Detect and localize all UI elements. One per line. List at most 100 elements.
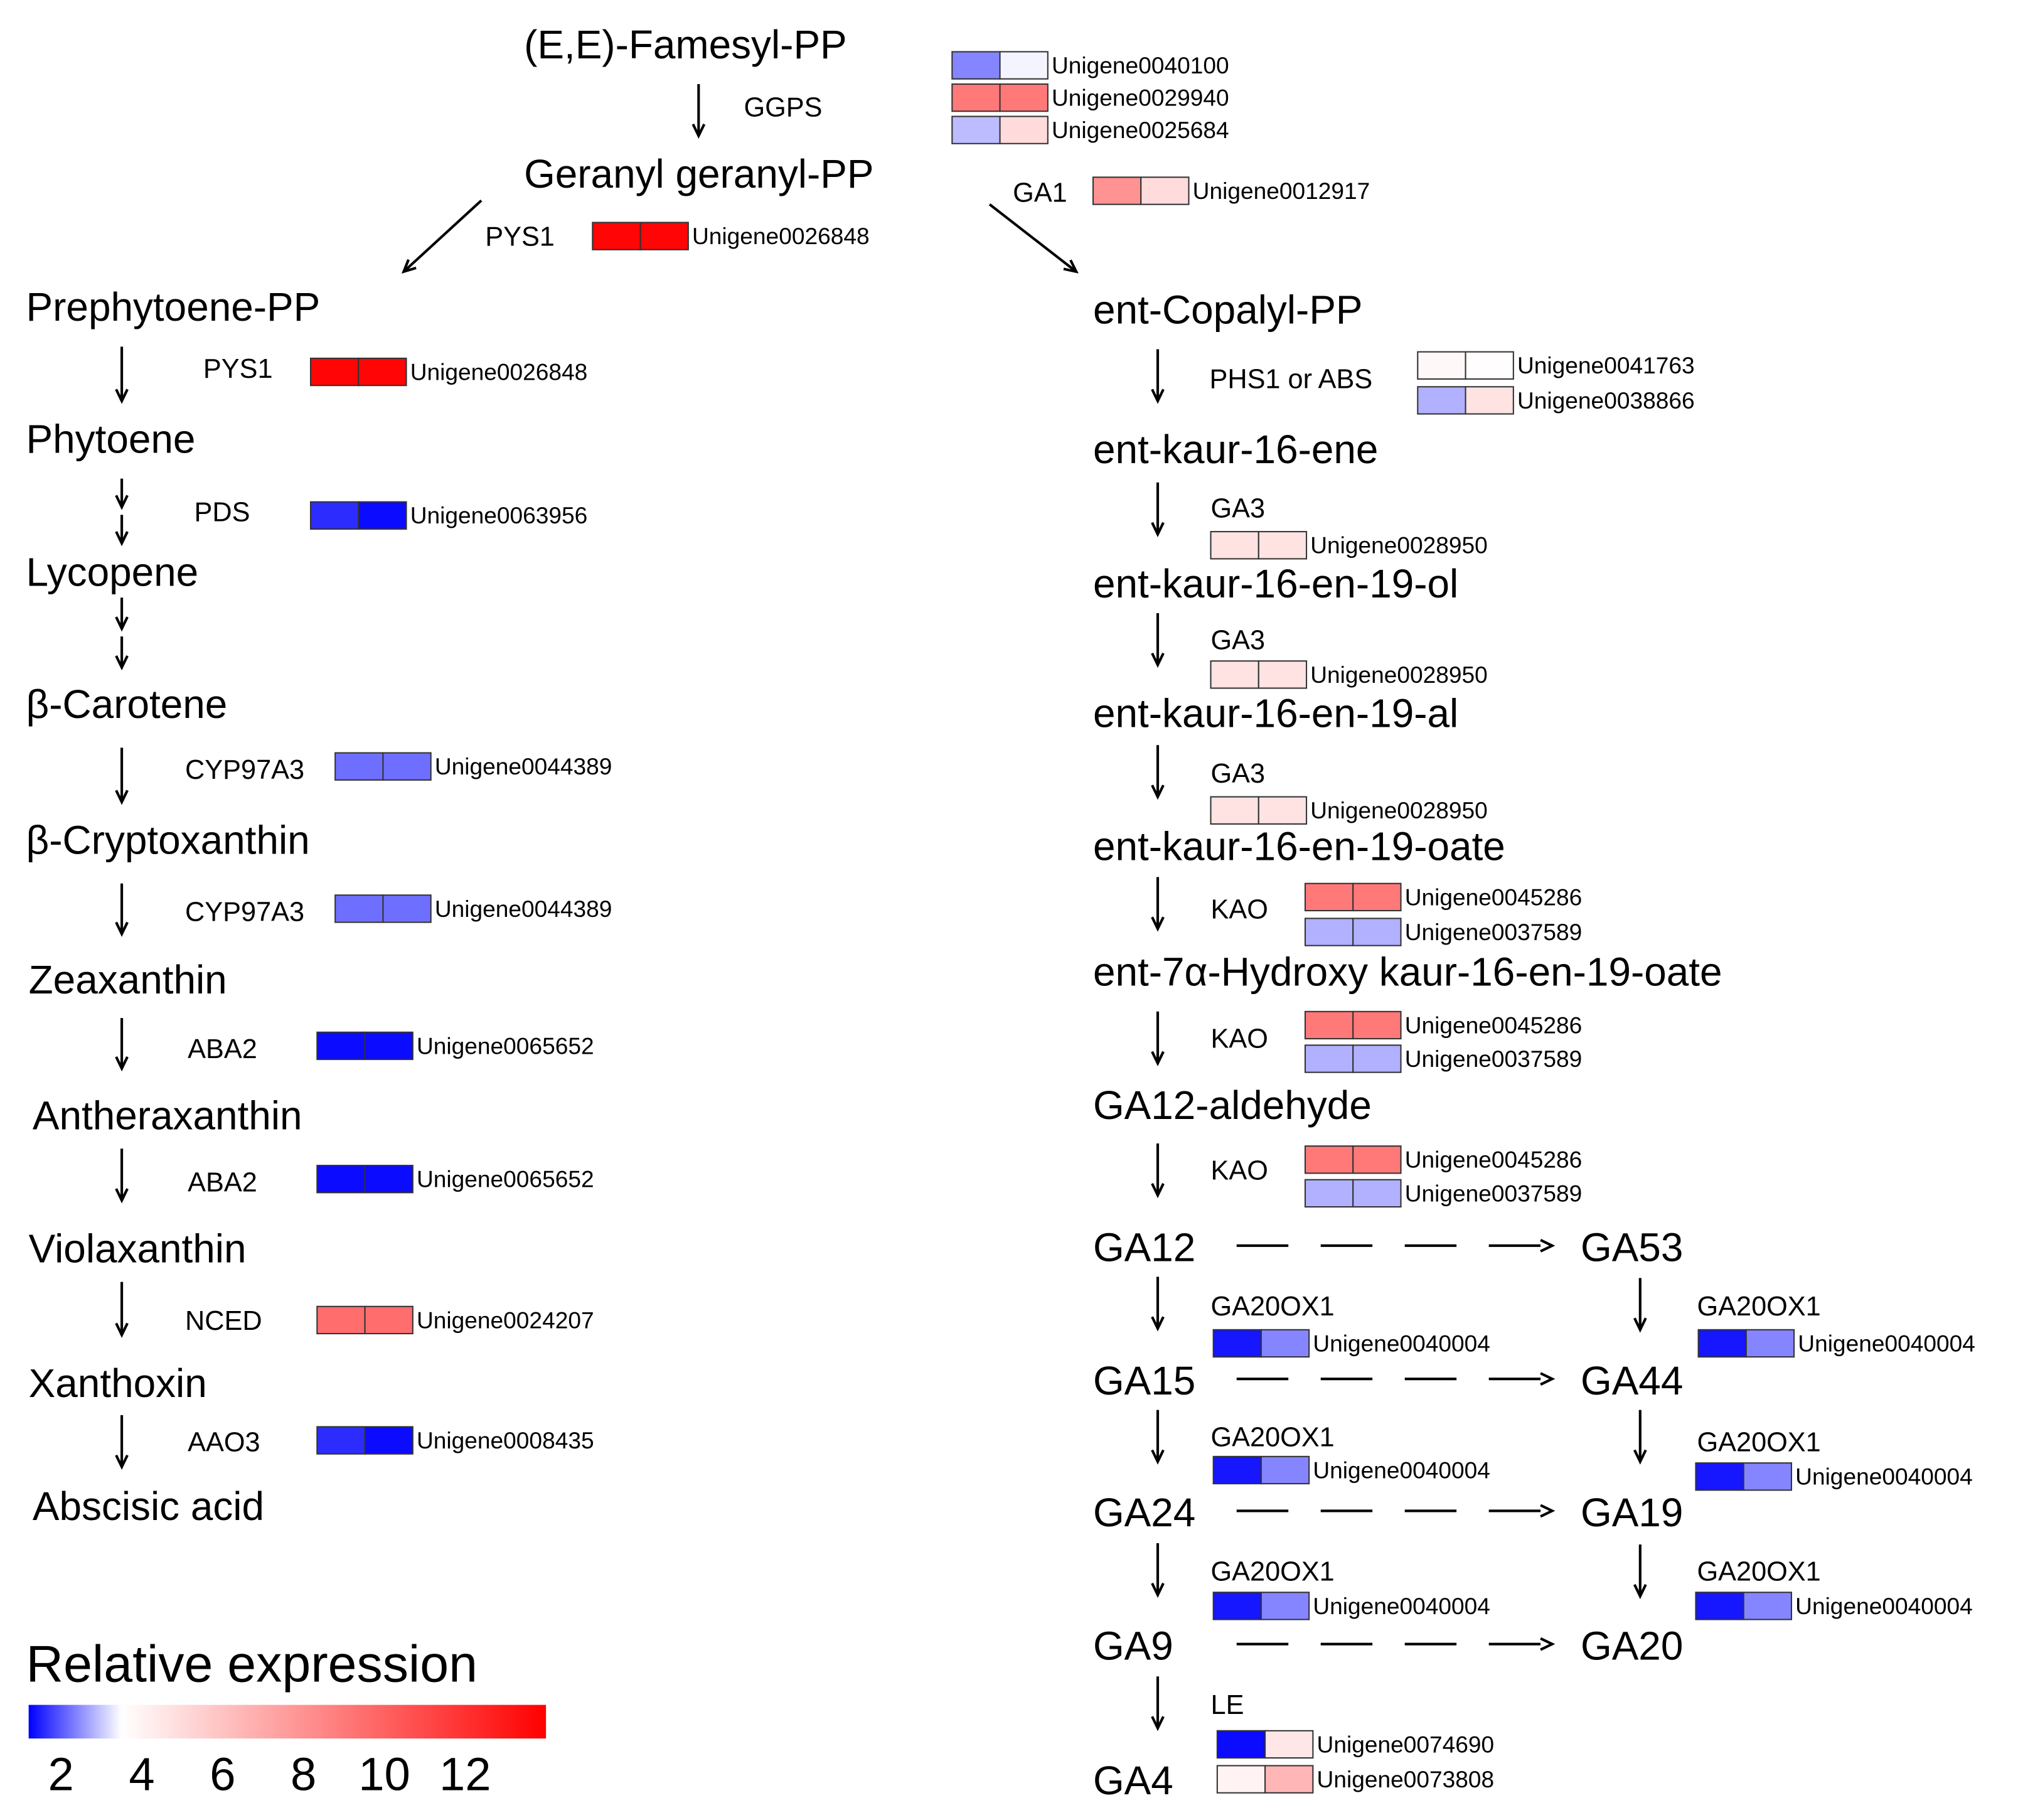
enzyme-label: GA20OX1: [1211, 1557, 1335, 1587]
heatmap-cell: [1260, 1455, 1310, 1485]
heatmap-cell: [1216, 1730, 1266, 1759]
enzyme-label: GGPS: [744, 93, 822, 123]
heatmap-cell: [316, 1426, 366, 1455]
color-bar: [28, 1705, 547, 1739]
arrow-head: [1063, 259, 1079, 274]
gene-label: Unigene0040100: [1052, 52, 1229, 78]
heatmap-cell: [364, 1165, 414, 1194]
arrow-head: [115, 921, 129, 937]
heatmap-cell: [1695, 1462, 1744, 1491]
heatmap-cell: [309, 501, 360, 530]
gene-label: Unigene0040004: [1798, 1330, 1975, 1356]
heatmap-cell: [1743, 1462, 1793, 1491]
gene-label: Unigene0045286: [1405, 1012, 1583, 1038]
heatmap-cell: [1352, 1179, 1402, 1208]
enzyme-label: PYS1: [203, 354, 273, 384]
heatmap-cell: [951, 115, 1001, 144]
heatmap-cell: [1257, 531, 1308, 560]
heatmap-cell: [1352, 1145, 1402, 1174]
compound-label: (E,E)-Famesyl-PP: [524, 22, 847, 67]
enzyme-label: GA3: [1211, 759, 1266, 789]
gene-label: Unigene0040004: [1795, 1464, 1973, 1490]
gene-label: Unigene0028950: [1310, 797, 1488, 823]
enzyme-label: AAO3: [188, 1428, 260, 1458]
enzyme-label: GA20OX1: [1697, 1428, 1821, 1458]
compound-label: β-Cryptoxanthin: [26, 817, 310, 862]
gene-label: Unigene0038866: [1517, 387, 1695, 414]
heatmap-cell: [1264, 1730, 1314, 1759]
compound-label: ent-kaur-16-ene: [1093, 427, 1379, 472]
heatmap-cell: [316, 1305, 366, 1335]
heatmap-cell: [1695, 1592, 1744, 1620]
enzyme-label: PHS1 or ABS: [1209, 364, 1372, 394]
enzyme-label: ABA2: [188, 1167, 257, 1197]
gene-label: Unigene0040004: [1795, 1593, 1973, 1619]
compound-label: Zeaxanthin: [29, 957, 227, 1002]
heatmap-cell: [999, 83, 1049, 112]
gene-label: Unigene0074690: [1317, 1731, 1495, 1757]
arrow-head: [1151, 522, 1165, 537]
compound-label: ent-kaur-16-en-19-al: [1093, 690, 1458, 736]
gene-label: Unigene0065652: [417, 1032, 594, 1059]
legend-title: Relative expression: [26, 1635, 478, 1693]
heatmap-cell: [309, 357, 360, 387]
enzyme-label: PDS: [194, 498, 250, 528]
heatmap-cell: [951, 51, 1001, 80]
compound-label: GA24: [1093, 1490, 1195, 1535]
heatmap-cell: [1260, 1329, 1310, 1358]
heatmap-cell: [1212, 1592, 1262, 1620]
heatmap-cell: [1465, 386, 1514, 415]
heatmap-cell: [1352, 882, 1402, 912]
compound-label: ent-kaur-16-en-19-oate: [1093, 824, 1505, 869]
enzyme-label: GA20OX1: [1697, 1557, 1821, 1587]
gene-label: Unigene0025684: [1052, 117, 1229, 143]
heatmap-cell: [1745, 1329, 1795, 1358]
enzyme-label: GA20OX1: [1697, 1292, 1821, 1322]
arrow-head: [1540, 1637, 1556, 1651]
gene-label: Unigene0045286: [1405, 1147, 1583, 1173]
arrow-head: [1151, 1183, 1165, 1199]
heatmap-cell: [1304, 918, 1354, 946]
heatmap-cell: [1257, 660, 1308, 689]
gene-label: Unigene0040004: [1313, 1593, 1490, 1619]
gene-label: Unigene0063956: [410, 502, 588, 528]
arrow-head: [1633, 1449, 1647, 1465]
legend-tick-label: 6: [210, 1748, 235, 1801]
compound-label: Abscisic acid: [33, 1484, 264, 1529]
arrow-head: [1151, 1316, 1165, 1332]
heatmap-cell: [1697, 1329, 1747, 1358]
heatmap-cell: [999, 51, 1049, 80]
arrow-head: [401, 259, 417, 274]
arrow-head: [115, 655, 129, 671]
heatmap-cell: [1216, 1765, 1266, 1794]
arrow-head: [691, 123, 706, 139]
gene-label: Unigene0037589: [1405, 1180, 1583, 1206]
gene-label: Unigene0045286: [1405, 884, 1583, 910]
compound-label: GA20: [1581, 1623, 1683, 1668]
compound-label: ent-kaur-16-en-19-ol: [1093, 561, 1458, 606]
gene-label: Unigene0008435: [417, 1427, 594, 1453]
arrow-head: [1151, 784, 1165, 800]
compound-label: β-Carotene: [26, 682, 228, 727]
legend-tick-label: 2: [48, 1748, 74, 1801]
heatmap-cell: [1352, 1010, 1402, 1040]
heatmap-cell: [1417, 351, 1466, 380]
gene-label: Unigene0026848: [410, 358, 588, 385]
compound-label: GA12-aldehyde: [1093, 1083, 1372, 1128]
heatmap-cell: [1264, 1765, 1314, 1794]
legend-tick-label: 4: [129, 1748, 154, 1801]
arrow: [988, 203, 1077, 273]
heatmap-cell: [1465, 351, 1514, 380]
heatmap-cell: [951, 83, 1001, 112]
compound-label: Xanthoxin: [29, 1361, 207, 1406]
compound-label: ent-Copalyl-PP: [1093, 287, 1363, 332]
compound-label: GA9: [1093, 1623, 1173, 1668]
arrow-head: [1540, 1504, 1556, 1518]
heatmap-cell: [358, 501, 407, 530]
heatmap-cell: [1304, 1145, 1354, 1174]
gene-label: Unigene0041763: [1517, 352, 1695, 378]
arrow: [403, 199, 483, 273]
arrow-head: [1151, 652, 1165, 668]
gene-label: Unigene0029940: [1052, 85, 1229, 111]
compound-label: ent-7α-Hydroxy kaur-16-en-19-oate: [1093, 950, 1722, 995]
